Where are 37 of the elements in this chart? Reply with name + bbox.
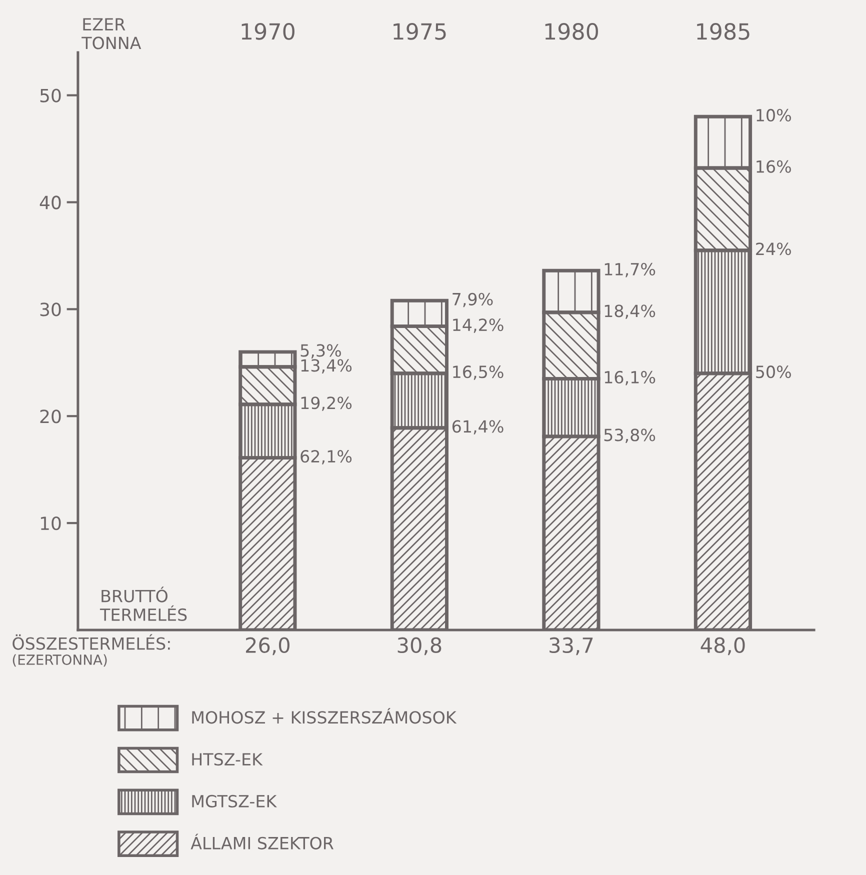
legend-label: HTSZ-EK [192,753,263,766]
text: (EZERTONNA) [12,654,107,667]
annotation: 19,2% [301,396,352,411]
annotation: 24% [756,242,791,256]
annotation: 13,4% [301,359,352,374]
annotation: 10% [756,108,791,122]
text: ÖSSZESTERMELÉS: [12,634,170,650]
annotation: 7,9% [452,292,493,308]
legend-label: ÁLLAMI SZEKTOR [190,834,334,850]
x-tick-label: 1980 [545,23,598,40]
annotation: 53,8% [604,428,656,443]
annotation: 16% [756,160,791,173]
y-tick-label: 40 [40,196,61,210]
total-label: 48,0 [700,637,745,656]
y-tick-label: 20 [40,410,61,424]
y-axis-title: EZER TONNA [82,18,142,50]
legend-label: MGTSZ-EK [192,794,277,808]
annotation: 61,4% [452,420,504,434]
y-tick-label: 50 [40,88,61,102]
y-tick-label: 30 [40,302,61,316]
annotation: 18,4% [604,304,656,319]
annotation: 50% [756,366,791,378]
y-tick-label: 10 [40,516,61,530]
x-tick-label: 1975 [394,23,446,40]
annotation: 16,1% [604,370,656,386]
annotation: 11,7% [604,262,656,278]
annotation: 5,3% [300,344,341,358]
x-tick-label: 1985 [697,23,750,40]
annotation: 16,5% [453,366,504,380]
total-label: 33,7 [550,637,593,656]
x-tick-label: 1970 [242,23,294,40]
total-label: 30,8 [398,637,442,656]
annotation: 14,2% [453,318,504,333]
legend-label: MOHOSZ + KISSZERSZÁMOSOK [192,708,457,724]
annotation: 62,1% [300,450,352,464]
x-axis-title: BRUTTÓ TERMELÉS [100,586,187,621]
total-label: 26,0 [246,637,290,656]
